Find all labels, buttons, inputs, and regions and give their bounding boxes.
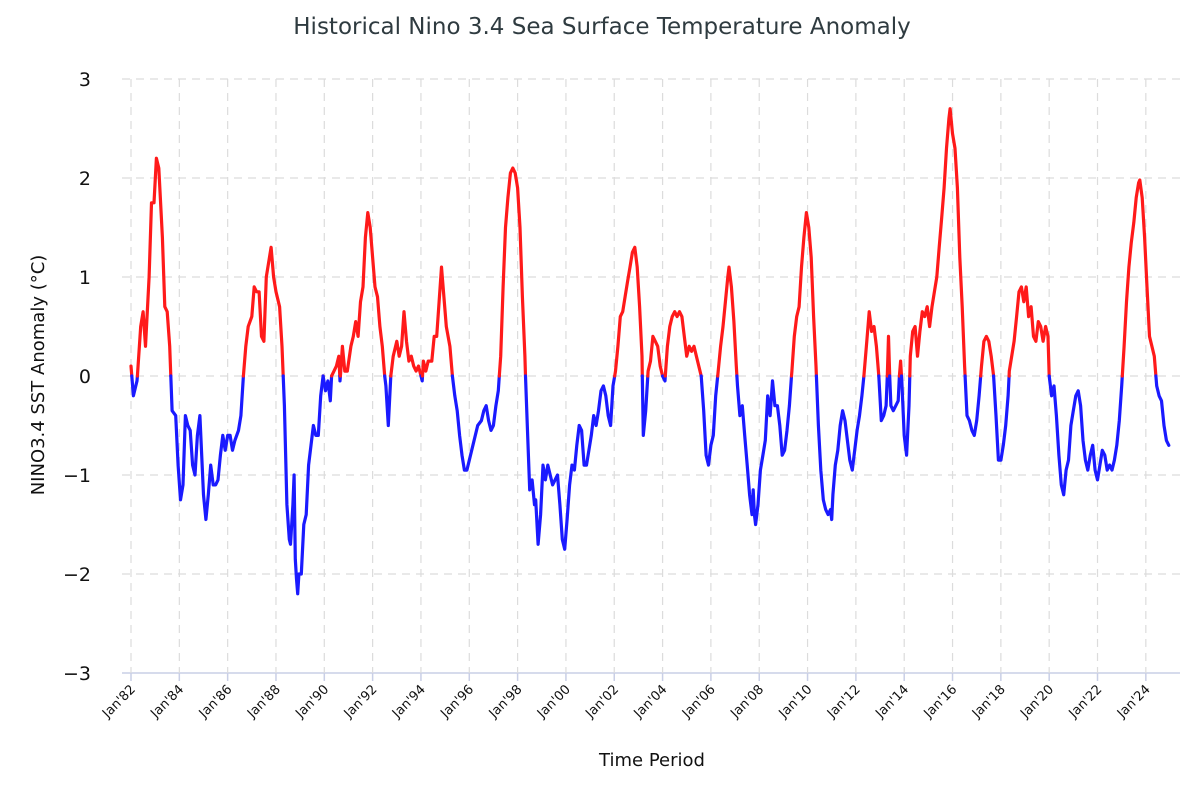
negative-anomaly-segment bbox=[338, 374, 342, 383]
positive-anomaly-segment bbox=[1007, 285, 1051, 378]
y-tick-label: −3 bbox=[63, 663, 91, 685]
x-tick-label: Jan'90 bbox=[292, 682, 332, 722]
negative-anomaly-segment bbox=[419, 374, 425, 383]
negative-anomaly-segment bbox=[383, 374, 393, 428]
positive-anomaly-segment bbox=[497, 166, 528, 378]
x-tick-label: Jan'86 bbox=[196, 682, 236, 722]
y-tick-label: −1 bbox=[63, 465, 91, 487]
positive-anomaly-segment bbox=[716, 265, 739, 378]
positive-anomaly-segment bbox=[862, 310, 881, 378]
x-tick-label: Jan'02 bbox=[582, 682, 622, 722]
negative-anomaly-segment bbox=[899, 374, 912, 457]
x-tick-label: Jan'24 bbox=[1114, 682, 1154, 722]
x-tick-label: Jan'82 bbox=[99, 682, 139, 722]
x-tick-label: Jan'92 bbox=[341, 682, 381, 722]
y-axis-ticks: −3 −2 −1 0 1 2 3 bbox=[63, 69, 91, 685]
positive-anomaly-segment bbox=[663, 310, 703, 378]
negative-anomaly-segment bbox=[699, 374, 720, 467]
x-tick-label: Jan'22 bbox=[1066, 682, 1106, 722]
negative-anomaly-segment bbox=[1047, 374, 1124, 497]
negative-anomaly-segment bbox=[992, 374, 1011, 462]
positive-anomaly-segment bbox=[129, 364, 134, 378]
x-tick-label: Jan'08 bbox=[727, 682, 767, 722]
sst-anomaly-series bbox=[129, 107, 1171, 596]
negative-anomaly-segment bbox=[661, 374, 667, 383]
positive-anomaly-segment bbox=[789, 211, 818, 378]
positive-anomaly-segment bbox=[885, 334, 892, 378]
x-axis-ticks: Jan'82 Jan'84 Jan'86 Jan'88 Jan'90 Jan'92 Jan'… bbox=[99, 673, 1154, 722]
negative-anomaly-segment bbox=[888, 374, 901, 413]
positive-anomaly-segment bbox=[338, 211, 387, 378]
y-tick-label: 1 bbox=[79, 267, 91, 289]
negative-anomaly-segment bbox=[281, 374, 325, 596]
positive-anomaly-segment bbox=[330, 354, 342, 378]
positive-anomaly-segment bbox=[241, 245, 285, 378]
x-tick-label: Jan'06 bbox=[679, 682, 719, 722]
negative-anomaly-segment bbox=[735, 374, 794, 527]
y-tick-label: 2 bbox=[79, 168, 91, 190]
x-tick-label: Jan'96 bbox=[437, 682, 477, 722]
x-tick-label: Jan'20 bbox=[1017, 682, 1057, 722]
x-tick-label: Jan'16 bbox=[921, 682, 961, 722]
positive-anomaly-segment bbox=[420, 265, 454, 378]
y-tick-label: 3 bbox=[79, 69, 91, 91]
x-tick-label: Jan'88 bbox=[244, 682, 284, 722]
positive-anomaly-segment bbox=[908, 107, 967, 378]
positive-anomaly-segment bbox=[646, 334, 665, 378]
y-tick-label: 0 bbox=[79, 366, 91, 388]
negative-anomaly-segment bbox=[640, 374, 650, 437]
x-tick-label: Jan'18 bbox=[969, 682, 1009, 722]
x-tick-label: Jan'00 bbox=[534, 682, 574, 722]
positive-anomaly-segment bbox=[1120, 178, 1158, 378]
x-tick-label: Jan'12 bbox=[824, 682, 864, 722]
negative-anomaly-segment bbox=[814, 374, 866, 522]
x-tick-label: Jan'98 bbox=[486, 682, 526, 722]
negative-anomaly-segment bbox=[130, 374, 139, 398]
positive-anomaly-segment bbox=[979, 334, 996, 378]
x-tick-label: Jan'94 bbox=[389, 682, 429, 722]
negative-anomaly-segment bbox=[169, 374, 245, 522]
negative-anomaly-segment bbox=[963, 374, 983, 437]
x-tick-label: Jan'14 bbox=[872, 682, 912, 722]
positive-anomaly-segment bbox=[613, 245, 644, 378]
x-axis-label: Time Period bbox=[598, 750, 705, 771]
positive-anomaly-segment bbox=[897, 359, 904, 378]
y-axis-label: NINO3.4 SST Anomaly (°C) bbox=[28, 255, 49, 496]
x-tick-label: Jan'04 bbox=[631, 682, 671, 722]
positive-anomaly-segment bbox=[389, 310, 423, 378]
negative-anomaly-segment bbox=[1154, 374, 1171, 447]
negative-anomaly-segment bbox=[321, 374, 334, 403]
y-tick-label: −2 bbox=[63, 564, 91, 586]
chart-title: Historical Nino 3.4 Sea Surface Temperat… bbox=[293, 14, 911, 40]
positive-anomaly-segment bbox=[135, 156, 173, 378]
negative-anomaly-segment bbox=[450, 374, 501, 472]
negative-anomaly-segment bbox=[523, 374, 617, 551]
negative-anomaly-segment bbox=[877, 374, 889, 423]
x-tick-label: Jan'10 bbox=[776, 682, 816, 722]
x-tick-label: Jan'84 bbox=[147, 682, 187, 722]
grid bbox=[122, 78, 1180, 674]
